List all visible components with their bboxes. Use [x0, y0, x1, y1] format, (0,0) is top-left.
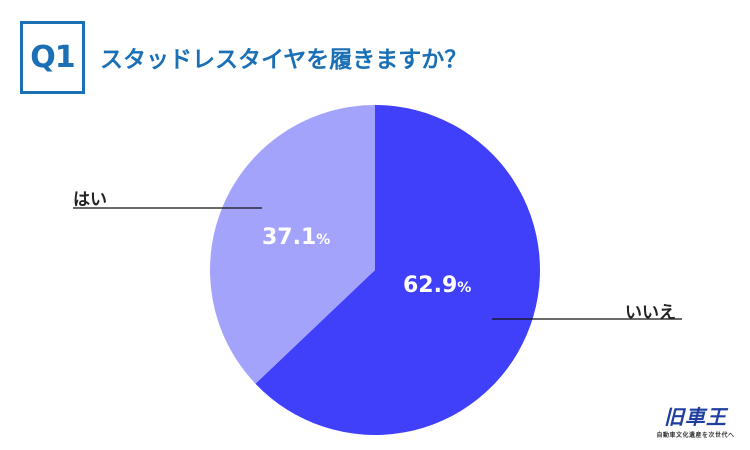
brand-logo: 旧車王 自動車文化遺産を次世代へ [648, 407, 743, 439]
label-no-text: いいえ [625, 303, 676, 323]
percent-no-value: 62.9 [403, 273, 458, 298]
label-yes: はい [73, 185, 107, 210]
logo-main-text: 旧車王 [664, 405, 727, 429]
percent-yes-value: 37.1 [262, 225, 317, 250]
question-number-box: Q1 [20, 21, 85, 94]
pie-slice-no [255, 105, 540, 435]
percent-unit: % [457, 280, 472, 296]
percent-yes: 37.1% [262, 225, 330, 250]
label-no: いいえ [625, 298, 676, 323]
percent-unit: % [316, 232, 331, 248]
chart-title: スタッドレスタイヤを履きますか？ [100, 47, 468, 73]
question-number: Q1 [30, 40, 75, 75]
label-yes-text: はい [73, 190, 107, 210]
pie-slice-yes [210, 105, 375, 384]
logo-tagline: 自動車文化遺産を次世代へ [656, 432, 735, 439]
percent-no: 62.9% [403, 273, 471, 298]
